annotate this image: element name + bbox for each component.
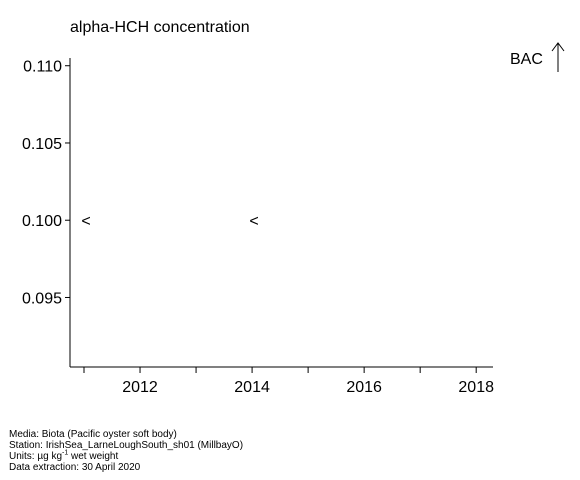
x-tick-label: 2016 — [346, 379, 382, 396]
y-tick-label: 0.105 — [22, 136, 62, 153]
x-tick-label: 2012 — [122, 379, 158, 396]
units-text: Units: µg kg-1 wet weight — [9, 449, 119, 462]
y-tick-label: 0.110 — [23, 59, 62, 76]
media-text: Media: Biota (Pacific oyster soft body) — [9, 429, 177, 440]
chart-title: alpha-HCH concentration — [70, 19, 250, 36]
up-arrow-icon — [551, 42, 565, 72]
data-point-marker: < — [81, 213, 90, 230]
extraction-text: Data extraction: 30 April 2020 — [9, 462, 141, 473]
y-tick-label: 0.100 — [22, 213, 62, 230]
bac-label: BAC — [510, 51, 543, 68]
bac-reference-label: BAC — [510, 42, 565, 72]
data-point-marker: < — [249, 213, 258, 230]
chart-footer: Media: Biota (Pacific oyster soft body) … — [9, 429, 243, 473]
x-tick-label: 2014 — [234, 379, 270, 396]
station-text: Station: IrishSea_LarneLoughSouth_sh01 (… — [9, 440, 244, 451]
x-tick-label: 2018 — [458, 379, 494, 396]
y-tick-label: 0.095 — [22, 290, 62, 307]
